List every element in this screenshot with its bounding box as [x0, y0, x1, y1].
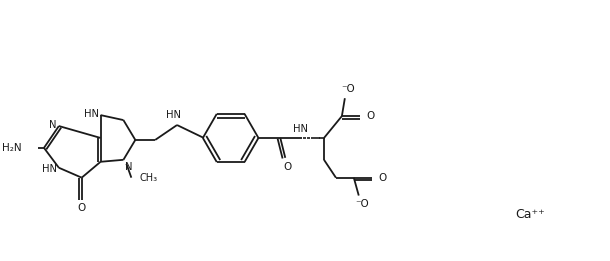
- Text: O: O: [367, 111, 375, 121]
- Text: HN: HN: [165, 110, 181, 120]
- Text: ⁻O: ⁻O: [355, 199, 368, 210]
- Text: Ca⁺⁺: Ca⁺⁺: [515, 208, 545, 221]
- Text: H₂N: H₂N: [2, 143, 22, 153]
- Text: HN: HN: [293, 124, 307, 134]
- Text: ⁻O: ⁻O: [341, 84, 354, 94]
- Text: O: O: [283, 162, 292, 172]
- Text: N: N: [49, 120, 57, 130]
- Text: HN: HN: [42, 164, 57, 174]
- Text: N: N: [126, 162, 133, 172]
- Text: HN: HN: [84, 109, 99, 119]
- Text: O: O: [379, 173, 387, 183]
- Text: O: O: [77, 204, 86, 213]
- Text: CH₃: CH₃: [139, 173, 157, 183]
